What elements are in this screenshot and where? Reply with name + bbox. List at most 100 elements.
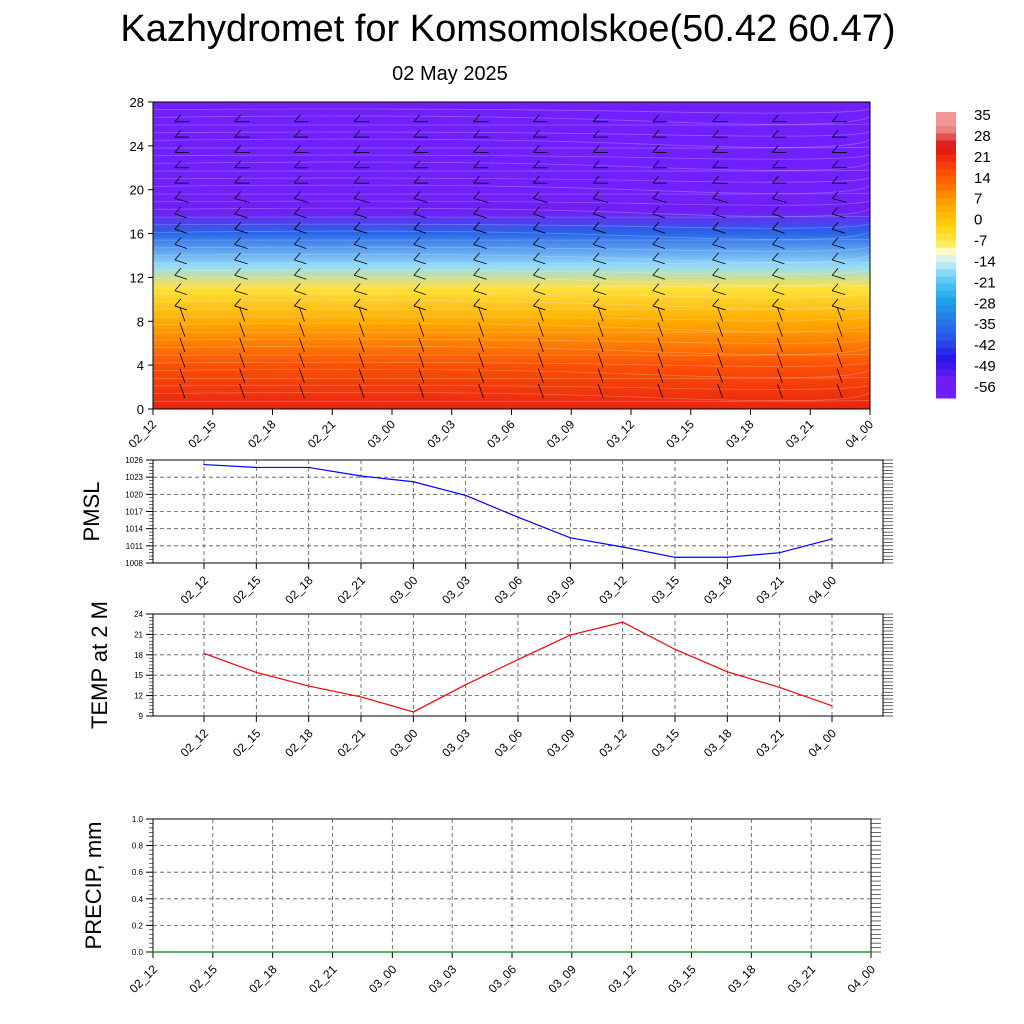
contour-line [152, 276, 871, 286]
y-tick-label: 1008 [125, 559, 143, 568]
wind-barb [712, 228, 726, 234]
x-tick-label: 04_00 [843, 417, 877, 451]
wind-barb-feather [473, 206, 480, 215]
wind-barb-feather [652, 252, 660, 261]
contour-line [152, 184, 871, 194]
wind-barb [358, 307, 365, 322]
temp-2m-point [779, 686, 781, 689]
wind-barb [717, 322, 724, 337]
pmsl-point [255, 466, 257, 469]
wind-barb [234, 305, 248, 311]
wind-barb-feather [234, 283, 241, 291]
wind-barb-feather [413, 283, 421, 291]
wind-barb [597, 307, 604, 322]
wind-barb-feather [413, 237, 421, 245]
wind-barb-feather [712, 237, 719, 245]
pmsl-point [726, 556, 728, 558]
wind-barb [597, 353, 604, 368]
x-tick-label: 03_03 [439, 726, 473, 760]
x-tick-label: 02_15 [185, 417, 219, 451]
wind-barb [772, 274, 785, 280]
wind-barb-feather [533, 252, 540, 261]
x-tick-label: 03_09 [544, 573, 578, 607]
y-tick-label: 20 [130, 183, 144, 198]
y-tick-label: 1017 [125, 508, 143, 517]
wind-barb [533, 228, 546, 234]
wind-barb [418, 368, 425, 383]
contour-line [152, 284, 871, 287]
wind-barb-feather [652, 267, 660, 276]
x-tick-label: 02_12 [127, 962, 161, 996]
wind-barb-feather [473, 298, 480, 307]
wind-barb-feather [234, 221, 241, 230]
colorbar-segment [936, 176, 956, 184]
wind-barb-feather [174, 175, 182, 184]
colorbar-segment [936, 362, 956, 370]
wind-barb [473, 213, 487, 219]
wind-barb [473, 244, 487, 249]
wind-barb-feather [353, 252, 361, 261]
colorbar-segment [936, 169, 956, 177]
wind-barb [772, 213, 785, 219]
contour-line [152, 368, 871, 379]
wind-barb-feather [831, 283, 839, 291]
y-tick-label: 0.0 [132, 948, 144, 957]
x-tick-label: 04_00 [806, 726, 840, 760]
wind-barb [776, 337, 783, 353]
wind-barb [358, 322, 365, 337]
wind-barb-feather [294, 237, 301, 245]
temp-2m-axis-label: TEMP at 2 M [87, 601, 112, 729]
wind-barb-feather [772, 160, 779, 169]
colorbar-segment [936, 347, 956, 356]
colorbar-label: -42 [974, 337, 996, 354]
y-tick-label: 0.2 [132, 921, 144, 930]
wind-barb-feather [652, 175, 660, 184]
wind-barb-feather [413, 252, 421, 261]
colorbar-label: -28 [974, 295, 996, 312]
x-tick-label: 03_12 [604, 417, 638, 451]
wind-barb [413, 213, 427, 219]
y-tick-label: 0.8 [132, 842, 144, 851]
wind-barb-feather [353, 129, 361, 138]
wind-barb [652, 228, 666, 234]
wind-barb [533, 244, 546, 249]
colorbar-segment [936, 383, 956, 392]
wind-barb-feather [234, 298, 241, 307]
wind-barb-feather [772, 114, 779, 122]
wind-barb [652, 213, 666, 219]
wind-barb-feather [592, 206, 600, 215]
wind-barb [836, 307, 843, 322]
pmsl-point [203, 463, 205, 466]
wind-barb [294, 213, 307, 219]
x-tick-label: 02_15 [230, 573, 264, 607]
wind-barb [712, 274, 726, 280]
wind-barb-feather [772, 221, 779, 230]
wind-barb-feather [353, 160, 361, 169]
wind-barb [298, 307, 305, 322]
colorbar-segment [936, 119, 956, 127]
colorbar-segment [936, 219, 956, 227]
contour-line [153, 123, 871, 126]
wind-barb-feather [473, 252, 480, 261]
wind-barb [174, 305, 188, 311]
wind-barb [652, 290, 666, 295]
colorbar-segment [936, 112, 956, 120]
wind-barb [298, 383, 305, 399]
wind-barb [298, 368, 305, 383]
precip-point [391, 951, 393, 953]
wind-barb [239, 383, 246, 399]
wind-barb-feather [294, 160, 301, 169]
precip-point [451, 951, 453, 953]
wind-barb-feather [234, 114, 241, 122]
wind-barb-feather [174, 298, 182, 307]
contour-line [152, 131, 871, 137]
wind-barb-feather [533, 237, 540, 245]
contour-line [152, 108, 871, 114]
contour-line [152, 223, 871, 229]
wind-barb-feather [652, 191, 660, 199]
wind-barb-feather [473, 237, 480, 245]
wind-barb-feather [772, 237, 779, 245]
wind-barb-feather [234, 267, 241, 276]
wind-barb-feather [234, 145, 241, 153]
